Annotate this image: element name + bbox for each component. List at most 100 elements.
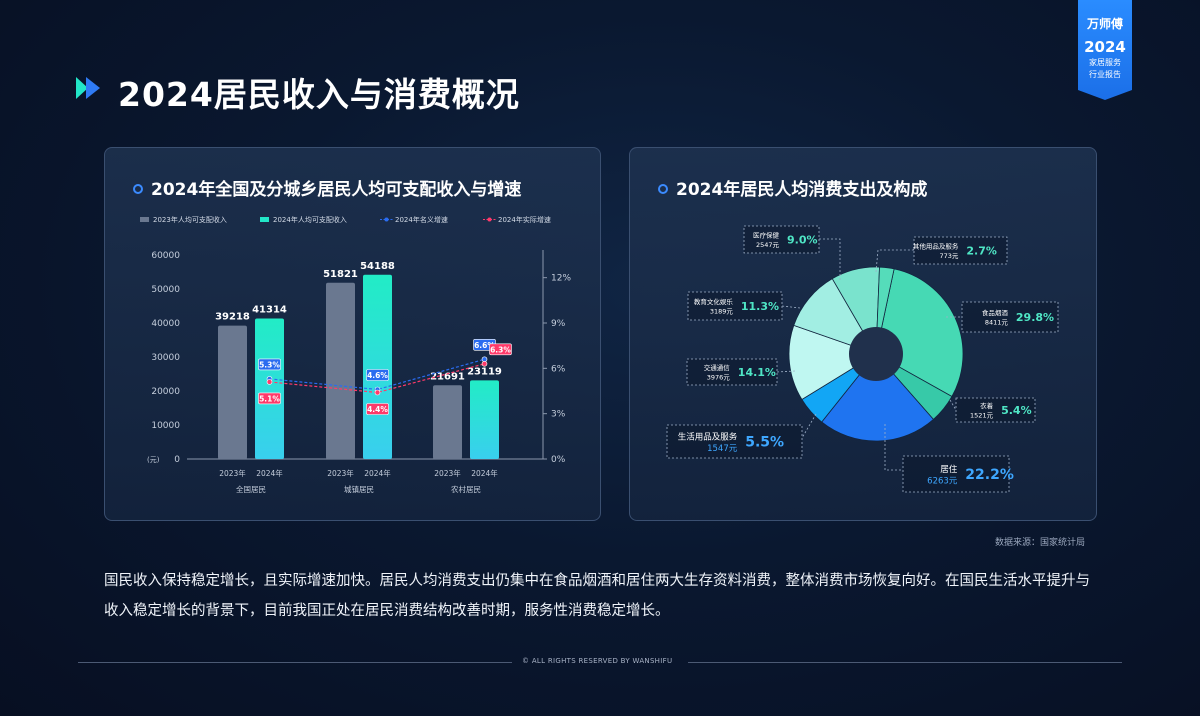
callout-leader: [801, 413, 817, 439]
callout-percent: 5.4%: [1001, 404, 1032, 417]
callout-box: [687, 291, 783, 321]
x-tick-label: 2023年: [434, 468, 461, 478]
callout-amount: 2547元: [756, 241, 780, 249]
callout-box: [961, 301, 1059, 333]
bar-2023: [326, 282, 355, 459]
brand-year: 2024: [1084, 38, 1126, 56]
callout-percent: 5.5%: [745, 435, 784, 451]
callout-category: 医疗保健: [753, 231, 780, 240]
brand-line1: 家居服务: [1089, 58, 1121, 67]
brand-name: 万师傅: [1086, 17, 1123, 31]
y2-tick-label: 0%: [551, 455, 566, 465]
callout-category: 生活用品及服务: [678, 432, 738, 443]
callout-box: [955, 397, 1036, 423]
x-tick-label: 2024年: [364, 468, 391, 478]
growth-label-box: [366, 403, 389, 415]
legend-label: 2023年人均可支配收入: [153, 215, 227, 224]
x-tick-label: 2024年: [471, 468, 498, 478]
x-group-label: 城镇居民: [344, 484, 374, 494]
growth-point: [266, 379, 273, 385]
brand-line2: 行业报告: [1089, 70, 1121, 79]
callout-amount: 8411元: [985, 319, 1009, 327]
callout-box: [666, 424, 803, 459]
growth-label-box: [489, 343, 512, 356]
y-tick-label: 20000: [151, 387, 180, 397]
callout-box: [902, 455, 1010, 493]
growth-line: [269, 358, 485, 391]
x-group-label: 全国居民: [236, 484, 266, 494]
pie-center-hole: [849, 327, 903, 381]
x-tick-label: 2024年: [256, 468, 283, 478]
data-source: 数据来源：国家统计局: [995, 538, 1086, 548]
legend-swatch: [140, 217, 149, 222]
legend-label: 2024年人均可支配收入: [273, 215, 347, 224]
legend-label: 2024年名义增速: [395, 215, 448, 224]
consumption-chart-title: 2024年居民人均消费支出及构成: [658, 175, 927, 200]
growth-point: [481, 361, 488, 367]
income-chart-panel: 2024年全国及分城乡居民人均可支配收入与增速 2023年人均可支配收入 2024…: [104, 147, 601, 521]
legend-marker: [487, 217, 492, 222]
y2-tick-label: 12%: [551, 274, 571, 284]
bar-value-label: 41314: [252, 305, 287, 316]
growth-label-box: [258, 392, 281, 405]
y-unit-label: (元): [147, 456, 160, 464]
callout-leader: [776, 370, 796, 373]
growth-label: 6.6%: [474, 341, 495, 350]
callout-percent: 2.7%: [966, 244, 997, 257]
callout-box: [743, 225, 820, 254]
page-title: 2024居民收入与消费概况: [118, 75, 520, 114]
callout-amount: 1547元: [707, 444, 738, 454]
footer-divider-right: [688, 662, 1122, 663]
bar-value-label: 39218: [215, 312, 250, 323]
x-tick-label: 2023年: [219, 468, 246, 478]
bar-2024: [363, 274, 392, 459]
callout-box: [686, 358, 778, 386]
callout-amount: 6263元: [927, 477, 958, 487]
income-chart: 2023年人均可支配收入 2024年人均可支配收入 2024年名义增速 2024年实际…: [140, 215, 571, 494]
growth-label: 5.3%: [259, 360, 280, 369]
callout-leader: [884, 424, 903, 471]
callout-amount: 3976元: [707, 374, 731, 382]
y-tick-label: 40000: [151, 319, 180, 329]
y-tick-label: 60000: [151, 251, 180, 261]
callout-box: [913, 236, 1008, 265]
growth-line: [269, 363, 485, 394]
callout-category: 其他用品及服务: [913, 242, 959, 251]
growth-label: 6.3%: [490, 345, 511, 354]
footer-divider-left: [78, 662, 512, 663]
callout-percent: 11.3%: [741, 300, 779, 313]
x-tick-label: 2023年: [327, 468, 354, 478]
y-tick-label: 50000: [151, 285, 180, 295]
pie-slice: [821, 353, 934, 442]
copyright: © ALL RIGHTS RESERVED BY WANSHIFU: [522, 657, 673, 665]
y-tick-label: 10000: [151, 421, 180, 431]
legend-label: 2024年实际增速: [498, 215, 551, 224]
circle-bullet-icon: [658, 184, 668, 194]
circle-bullet-icon: [133, 184, 143, 194]
callout-percent: 22.2%: [965, 467, 1014, 483]
callout-category: 交通通信: [704, 363, 731, 372]
brand-badge: 万师傅 2024 家居服务 行业报告: [1078, 0, 1132, 100]
callout-category: 食品烟酒: [982, 308, 1009, 317]
y2-tick-label: 9%: [551, 319, 566, 329]
legend-swatch: [260, 217, 269, 222]
growth-label: 4.4%: [367, 405, 388, 414]
x-group-label: 农村居民: [451, 484, 481, 494]
callout-category: 衣着: [980, 401, 994, 410]
bar-2024: [470, 380, 499, 459]
y-tick-label: 30000: [151, 353, 180, 363]
y2-tick-label: 3%: [551, 410, 566, 420]
bar-2023: [433, 385, 462, 459]
growth-point: [374, 389, 381, 396]
pie-slice: [788, 324, 877, 401]
bar-value-label: 54188: [360, 261, 395, 272]
callout-leader: [949, 399, 957, 411]
bar-2024: [255, 318, 284, 459]
consumption-pie-chart: 食品烟酒 8411元 29.8% 衣着 1521元 5.4% 居住 6263元 22.2% 生活用…: [666, 225, 1059, 493]
growth-label-box: [366, 369, 389, 381]
callout-amount: 3189元: [710, 308, 734, 316]
callout-leader: [819, 238, 841, 280]
callout-percent: 29.8%: [1016, 311, 1054, 324]
legend-marker: [384, 217, 389, 222]
bar-value-label: 51821: [323, 269, 358, 280]
